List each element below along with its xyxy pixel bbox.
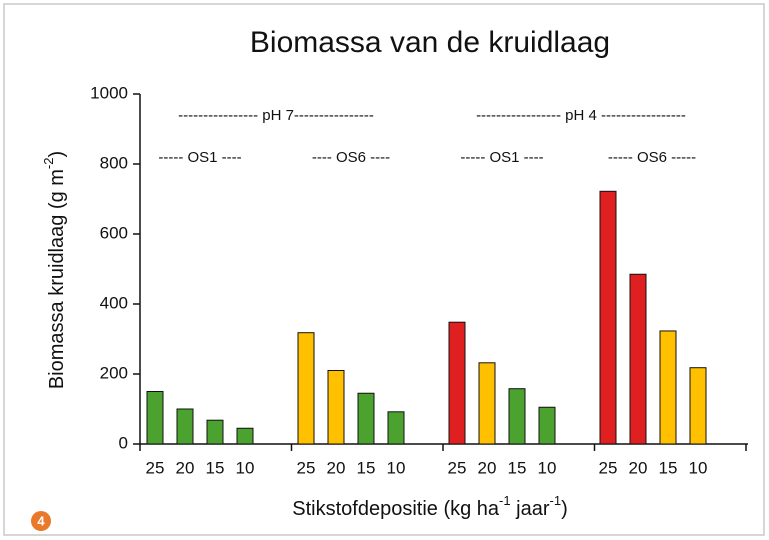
- bar: [327, 370, 345, 445]
- chart-title: Biomassa van de kruidlaag: [250, 26, 610, 59]
- y-tick-label: 200: [100, 363, 128, 382]
- bar: [508, 388, 526, 445]
- y-title-end: ): [46, 151, 68, 158]
- x-tick-label: 25: [297, 458, 316, 477]
- x-title-text: Stikstofdepositie (kg ha: [292, 498, 500, 520]
- bar: [689, 367, 707, 445]
- y-tick-label: 1000: [90, 83, 128, 102]
- bar: [478, 362, 496, 445]
- x-tick-label: 25: [146, 458, 165, 477]
- bar: [387, 411, 405, 445]
- x-tick-label: 20: [176, 458, 195, 477]
- frame: [3, 3, 765, 536]
- bar: [629, 273, 647, 445]
- x-tick-label: 10: [689, 458, 708, 477]
- bar: [538, 406, 556, 445]
- x-title-sup: -1: [550, 493, 562, 508]
- y-title-sup: -2: [41, 158, 56, 170]
- y-tick-label: 400: [100, 293, 128, 312]
- y-axis-title: Biomassa kruidlaag (g m-2): [41, 151, 68, 389]
- annotation: ---------------- pH 7----------------: [178, 107, 374, 124]
- x-title-mid: jaar: [511, 498, 550, 520]
- x-tick-label: 15: [508, 458, 527, 477]
- bar: [236, 427, 254, 445]
- annotation: ----- OS1 ----: [460, 149, 543, 166]
- annotation: ----- OS1 ----: [158, 149, 241, 166]
- bar: [146, 391, 164, 445]
- x-tick-label: 20: [629, 458, 648, 477]
- badge: [31, 511, 51, 531]
- y-tick-label: 800: [100, 153, 128, 172]
- x-tick-label: 15: [659, 458, 678, 477]
- bar: [357, 392, 375, 445]
- bar: [448, 321, 466, 445]
- badge-label: 4: [37, 513, 45, 528]
- x-axis-title: Stikstofdepositie (kg ha-1 jaar-1): [292, 493, 567, 520]
- x-tick-label: 25: [448, 458, 467, 477]
- x-tick-label: 15: [357, 458, 376, 477]
- x-tick-label: 10: [387, 458, 406, 477]
- x-tick-label: 25: [599, 458, 618, 477]
- x-tick-label: 20: [327, 458, 346, 477]
- annotation: ----------------- pH 4 -----------------: [476, 107, 686, 124]
- x-tick-label: 20: [478, 458, 497, 477]
- x-tick-label: 10: [538, 458, 557, 477]
- x-title-sup: -1: [499, 493, 511, 508]
- bar: [176, 408, 194, 445]
- annotation: ----- OS6 -----: [608, 149, 696, 166]
- bar: [297, 332, 315, 445]
- bar: [206, 419, 224, 445]
- y-title-text: Biomassa kruidlaag (g m: [46, 169, 68, 389]
- x-tick-label: 10: [236, 458, 255, 477]
- x-tick-label: 15: [206, 458, 225, 477]
- annotation: ---- OS6 ----: [312, 149, 390, 166]
- bar: [659, 330, 677, 445]
- y-tick-label: 600: [100, 223, 128, 242]
- x-title-end: ): [561, 498, 568, 520]
- bar: [599, 190, 617, 445]
- y-tick-label: 0: [119, 433, 128, 452]
